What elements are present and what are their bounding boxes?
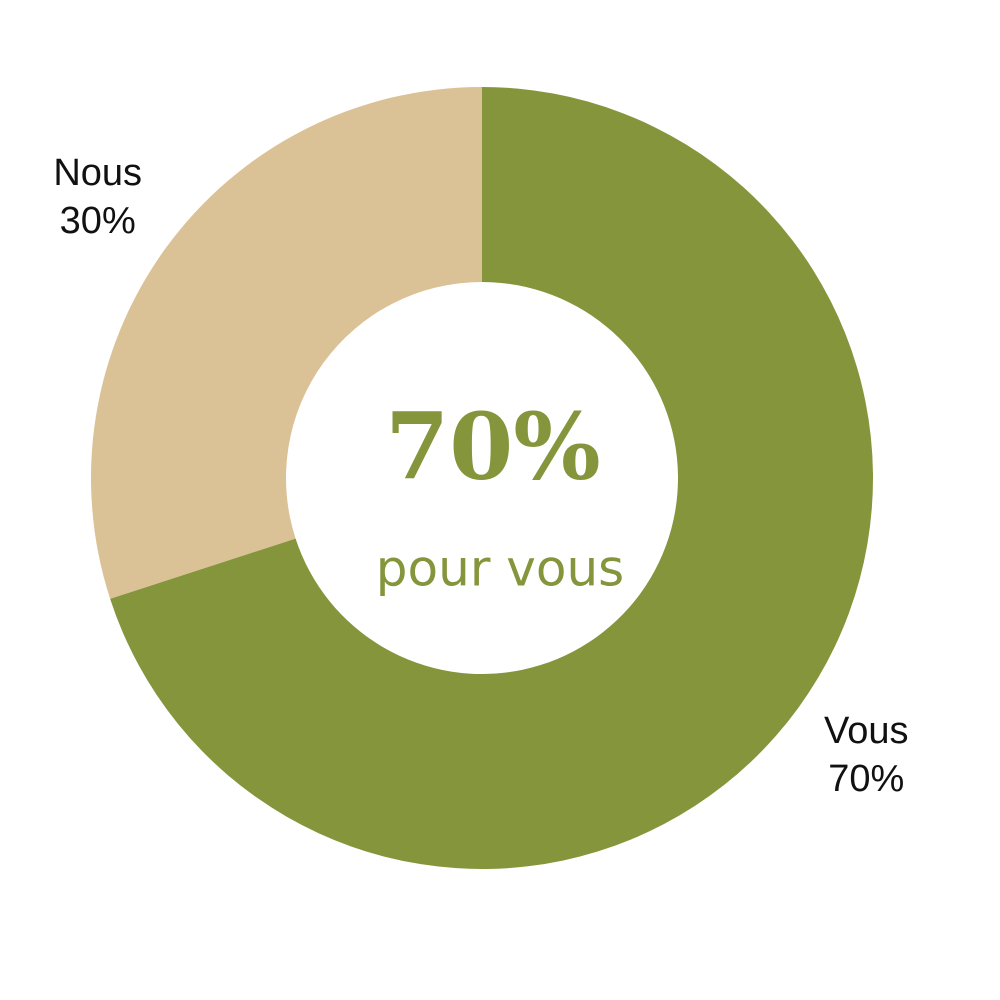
- slice-label: Nous: [53, 152, 142, 194]
- slice-value-label: 70%: [828, 758, 904, 800]
- donut-slice: [110, 87, 873, 869]
- slice-value-label: 30%: [60, 200, 136, 242]
- slice-label: Vous: [824, 710, 909, 752]
- donut-slice: [90, 87, 482, 599]
- center-sublabel: pour vous: [376, 540, 624, 598]
- center-label: 70%: [385, 393, 600, 501]
